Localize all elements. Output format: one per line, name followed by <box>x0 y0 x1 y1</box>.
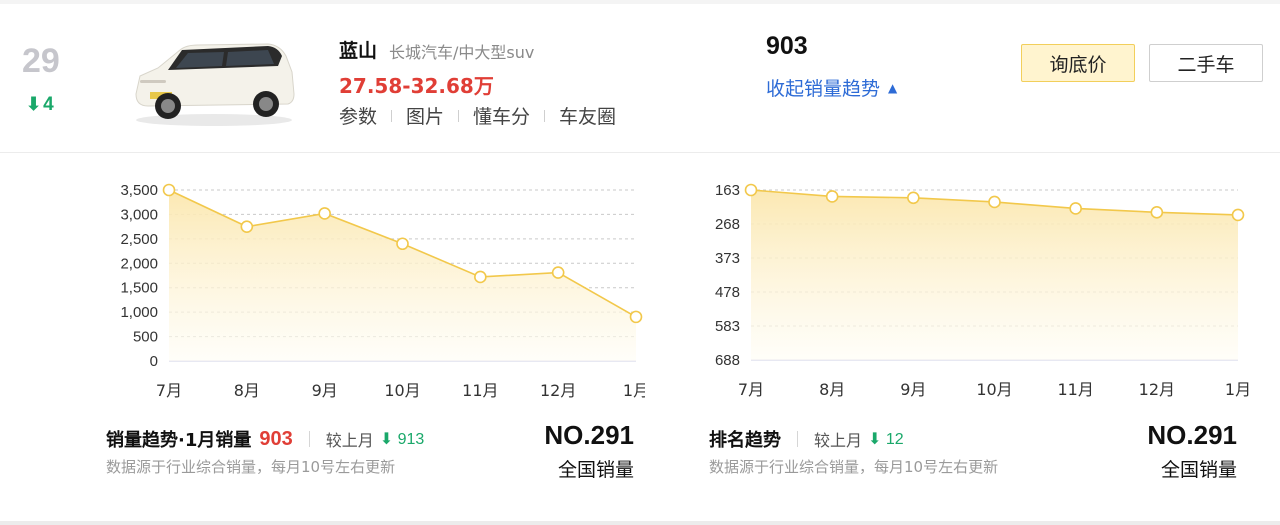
x-tick-label: 11月 <box>1057 380 1093 399</box>
y-tick-label: 478 <box>715 284 740 301</box>
x-tick-label: 10月 <box>384 381 420 400</box>
data-point[interactable] <box>629 310 643 324</box>
x-tick-label: 11月 <box>462 381 498 400</box>
compare-label: 较上月 <box>814 431 863 450</box>
x-tick-label: 12月 <box>540 381 576 400</box>
car-image[interactable] <box>128 36 298 128</box>
x-tick-label: 8月 <box>234 381 260 400</box>
y-tick-label: 688 <box>715 352 740 369</box>
x-tick-label: 1月 <box>1225 380 1250 399</box>
chart-svg: 163 268 373 478 583 688 7月 8月 9月 10月 11月 12月 1月 <box>715 182 1250 399</box>
series-area <box>169 190 636 361</box>
rank-trend-chart: 163 268 373 478 583 688 7月 8月 9月 10月 11月 12月 1月 <box>700 172 1250 407</box>
y-tick-label: 500 <box>133 329 158 346</box>
sales-national-label: 全国销量 <box>557 459 634 481</box>
sales-national-rank: NO.291 <box>544 420 634 450</box>
card-bottom-border <box>0 521 1280 525</box>
x-tick-label: 9月 <box>312 381 338 400</box>
data-point[interactable] <box>744 183 758 197</box>
sales-panel-title: 销量趋势·1月销量 903 较上月 ⬇ 913 <box>106 426 424 452</box>
link-separator <box>544 109 546 122</box>
arrow-down-icon: ⬇ <box>379 431 394 448</box>
compare-value: ⬇ 12 <box>868 429 904 449</box>
caret-up-icon: ▲ <box>888 80 898 95</box>
data-point[interactable] <box>551 266 565 279</box>
rank-change: ⬇ 4 <box>26 94 54 116</box>
model-links: 参数 图片 懂车分 车友圈 <box>339 102 616 129</box>
rank-panel-note: 数据源于行业综合销量，每月10号左右更新 <box>709 458 999 476</box>
x-tick-label: 8月 <box>819 380 845 399</box>
y-tick-label: 1,000 <box>120 304 158 321</box>
link-score[interactable]: 懂车分 <box>473 106 531 128</box>
model-category: 长城汽车/中大型suv <box>389 43 535 62</box>
arrow-down-icon: ⬇ <box>26 94 42 114</box>
link-images[interactable]: 图片 <box>406 106 445 128</box>
data-point[interactable] <box>474 270 487 284</box>
y-tick-label: 0 <box>150 353 158 370</box>
chart-svg: 3,500 3,000 2,500 2,000 1,500 1,000 500 0 7月 8月 9月… <box>120 182 645 400</box>
collapse-trend-link[interactable]: 收起销量趋势 ▲ <box>766 74 897 101</box>
rank-national-rank: NO.291 <box>1147 420 1237 450</box>
y-tick-label: 268 <box>715 216 740 233</box>
x-tick-label: 9月 <box>900 380 926 399</box>
data-point[interactable] <box>907 191 920 205</box>
monthly-sales: 903 <box>766 32 808 60</box>
link-separator <box>458 109 460 122</box>
rank-number: 29 <box>22 42 60 80</box>
x-tick-label: 12月 <box>1139 380 1175 399</box>
series-area <box>751 190 1238 360</box>
y-tick-label: 2,500 <box>120 231 158 248</box>
y-tick-label: 3,000 <box>120 206 158 223</box>
link-community[interactable]: 车友圈 <box>559 106 617 128</box>
compare-value: ⬇ 913 <box>380 429 425 449</box>
data-point[interactable] <box>1069 202 1082 215</box>
y-tick-label: 2,000 <box>120 255 158 272</box>
sales-trend-chart: 3,500 3,000 2,500 2,000 1,500 1,000 500 0 7月 8月 9月… <box>100 172 645 407</box>
model-name[interactable]: 蓝山 <box>339 40 378 62</box>
rank-change-value: 4 <box>43 94 54 115</box>
data-point[interactable] <box>825 190 839 203</box>
data-point[interactable] <box>318 207 331 220</box>
data-point[interactable] <box>240 220 254 233</box>
collapse-trend-label: 收起销量趋势 <box>766 78 881 100</box>
y-tick-label: 3,500 <box>120 182 158 199</box>
compare-number: 913 <box>397 431 425 448</box>
separator <box>308 431 310 447</box>
x-tick-label: 1月 <box>623 381 645 400</box>
y-tick-label: 163 <box>715 182 740 199</box>
x-tick-label: 7月 <box>156 381 182 400</box>
rank-national-label: 全国销量 <box>1160 459 1237 481</box>
divider <box>0 152 1280 153</box>
data-point[interactable] <box>396 237 409 251</box>
y-tick-label: 583 <box>715 318 740 335</box>
x-tick-label: 7月 <box>738 380 764 399</box>
used-car-button[interactable]: 二手车 <box>1149 44 1263 82</box>
x-tick-label: 10月 <box>976 380 1012 399</box>
compare-number: 12 <box>885 431 904 448</box>
data-point[interactable] <box>1231 208 1245 222</box>
sales-panel-label: 销量趋势·1月销量 <box>106 430 252 451</box>
link-separator <box>391 109 393 122</box>
sales-panel-value: 903 <box>259 427 293 450</box>
rank-panel-label: 排名趋势 <box>709 430 781 451</box>
link-params[interactable]: 参数 <box>339 106 378 128</box>
data-point[interactable] <box>162 183 176 197</box>
separator <box>797 431 798 447</box>
rank-panel-title: 排名趋势 较上月 ⬇ 12 <box>709 426 904 452</box>
sales-panel-note: 数据源于行业综合销量，每月10号左右更新 <box>106 458 396 476</box>
y-tick-label: 1,500 <box>120 280 158 297</box>
data-point[interactable] <box>1150 206 1164 219</box>
compare-label: 较上月 <box>325 431 374 450</box>
inquiry-button[interactable]: 询底价 <box>1021 44 1135 82</box>
y-tick-label: 373 <box>715 250 740 267</box>
data-point[interactable] <box>988 195 1001 209</box>
price-range: 27.58-32.68万 <box>339 74 494 98</box>
arrow-down-icon: ⬇ <box>868 431 882 448</box>
